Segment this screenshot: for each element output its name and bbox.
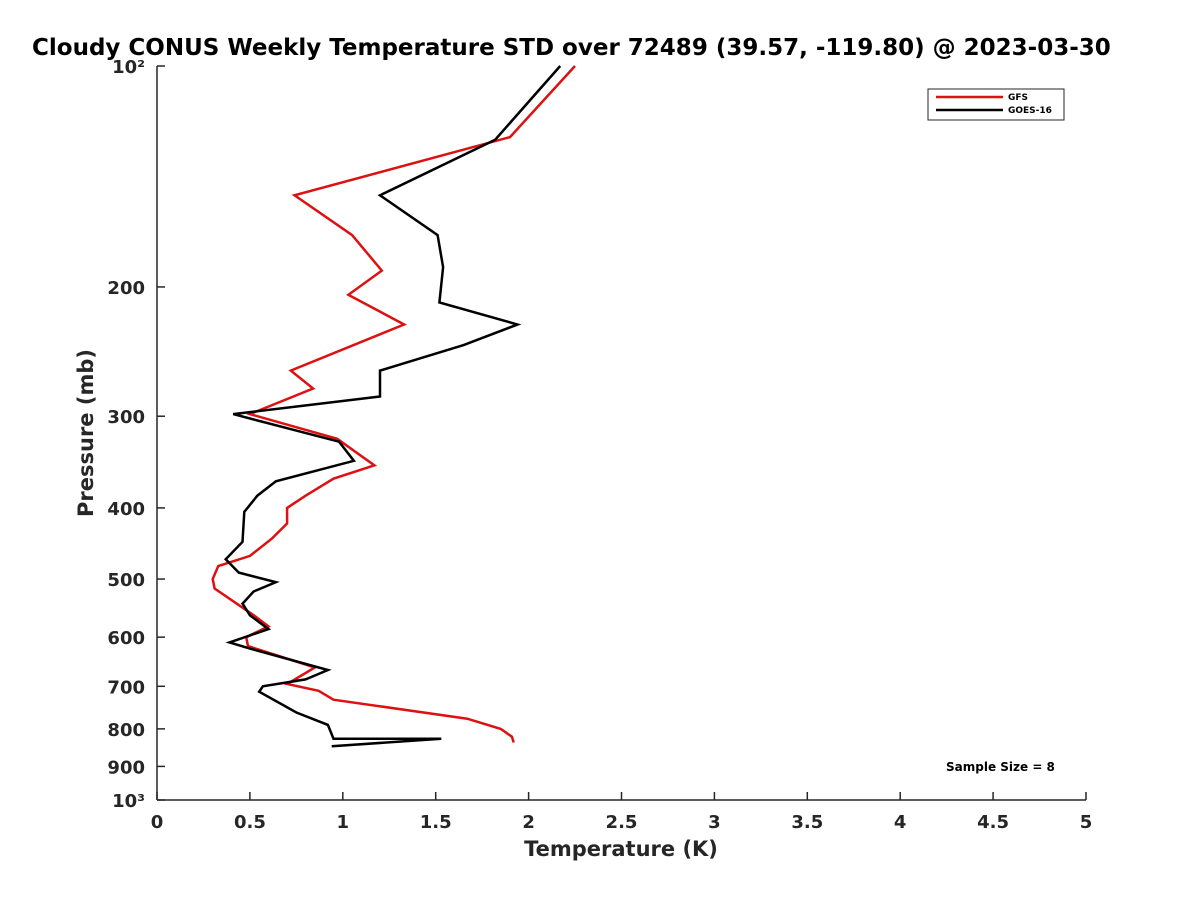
series-line-gfs [211, 65, 576, 743]
y-tick-label: 300 [107, 407, 145, 428]
y-tick-label: 400 [107, 499, 145, 520]
y-tick-label: 900 [107, 757, 145, 778]
y-axis-label: Pressure (mb) [74, 349, 98, 517]
x-tick-label: 2.5 [606, 812, 638, 833]
y-ticks: 10² 200 300 400 500 600 700 800 900 10³ [107, 57, 165, 812]
legend-label-goes: GOES-16 [1008, 106, 1052, 116]
x-tick-label: 1 [337, 812, 350, 833]
x-ticks: 0 0.5 1 1.5 2 2.5 3 3.5 4 4.5 5 [151, 792, 1093, 833]
x-tick-label: 0 [151, 812, 164, 833]
axes [156, 66, 1086, 801]
series-line-goes-16 [223, 65, 562, 748]
x-tick-label: 3 [708, 812, 721, 833]
legend-label-gfs: GFS [1008, 93, 1028, 103]
y-tick-label: 500 [107, 570, 145, 591]
x-tick-label: 4.5 [977, 812, 1009, 833]
sample-size-note: Sample Size = 8 [946, 760, 1055, 774]
y-tick-label: 800 [107, 720, 145, 741]
x-axis-label: Temperature (K) [524, 837, 718, 861]
x-tick-label: 1.5 [420, 812, 452, 833]
y-tick-label: 200 [107, 278, 145, 299]
y-tick-label: 600 [107, 628, 145, 649]
x-tick-label: 4 [894, 812, 907, 833]
y-tick-label: 10³ [112, 791, 145, 812]
legend-box [927, 88, 1065, 121]
x-tick-label: 5 [1080, 812, 1093, 833]
legend: GFS GOES-16 [927, 88, 1065, 121]
x-tick-label: 0.5 [234, 812, 266, 833]
series-layer [211, 65, 576, 748]
x-tick-label: 2 [522, 812, 535, 833]
y-tick-label: 10² [112, 57, 145, 78]
x-tick-label: 3.5 [791, 812, 823, 833]
chart-title: Cloudy CONUS Weekly Temperature STD over… [32, 35, 1111, 61]
y-tick-label: 700 [107, 677, 145, 698]
